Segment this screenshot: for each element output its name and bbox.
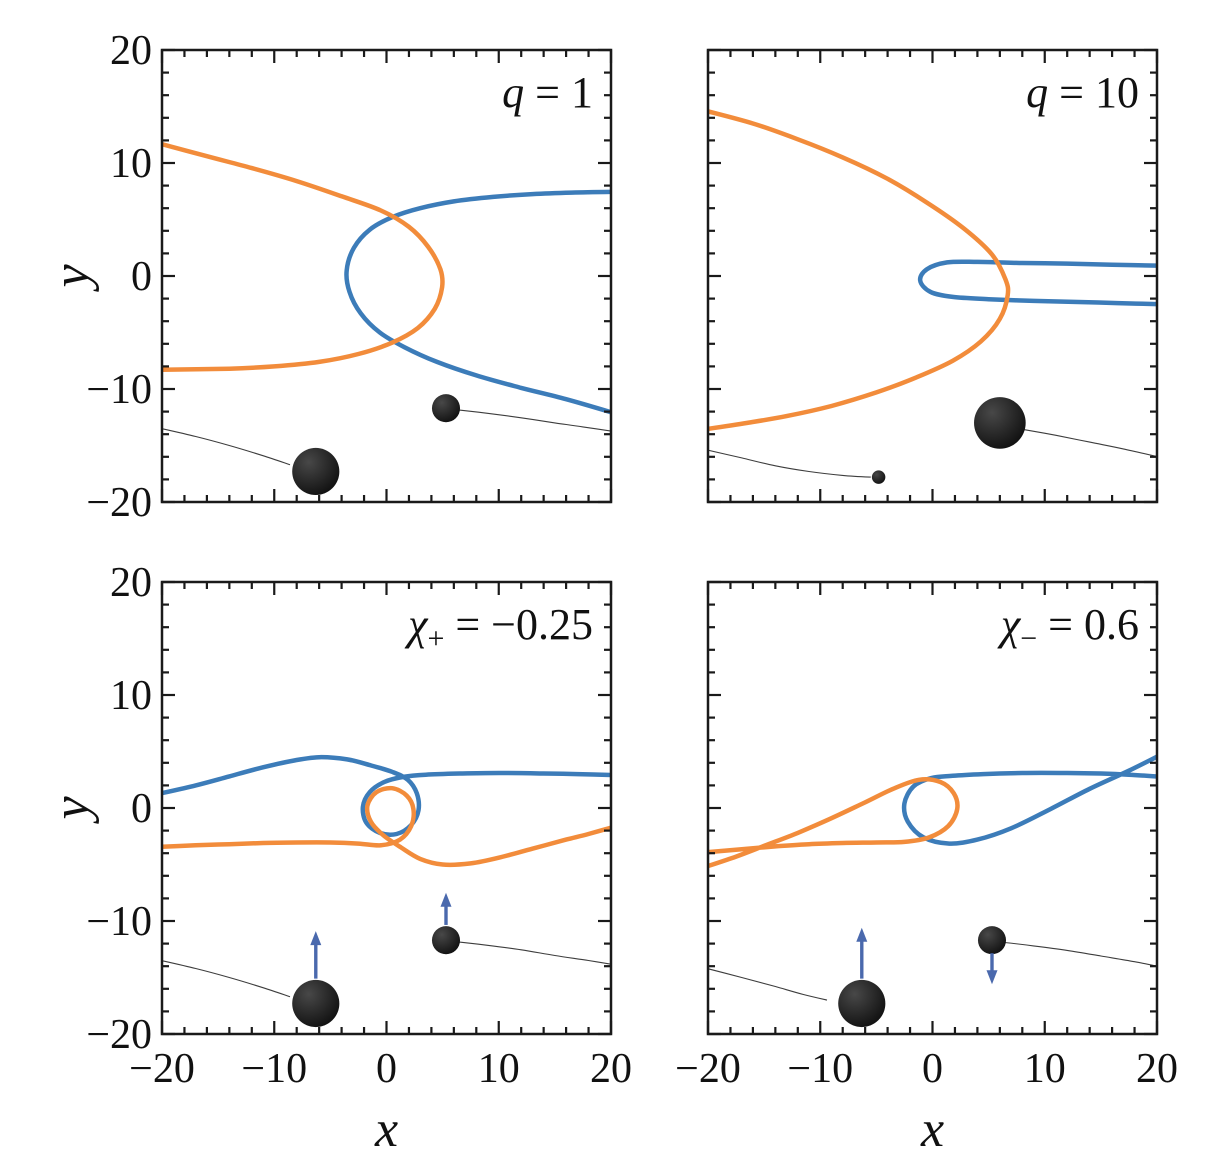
panel-label: χ− = 0.6: [997, 600, 1139, 655]
axis-ticks: [706, 580, 1159, 1036]
x-axis-label: x: [374, 1101, 398, 1156]
trajectory-secondary: [162, 785, 611, 868]
y-tick-label: −10: [86, 899, 152, 945]
x-tick-label: −10: [241, 1046, 307, 1092]
y-tick-label: 0: [131, 786, 152, 832]
trajectory-primary: [344, 189, 611, 415]
x-tick-label: −20: [129, 1046, 195, 1092]
black-hole: [974, 397, 1026, 449]
y-tick-label: −10: [86, 367, 152, 413]
plot-area-chi-plus: [162, 754, 611, 1028]
x-tick-label: 10: [478, 1046, 520, 1092]
panel-chi-minus: χ− = 0.6 −20 −10 0 10 20 x: [675, 580, 1178, 1156]
y-tick-label: 10: [110, 141, 152, 187]
inspiral-track: [162, 428, 291, 466]
panel-spines: [160, 48, 613, 504]
panel-chi-plus: χ+ = −0.25 20 10 0 −10 −20 y −20 −10 0 10 20 x: [43, 560, 632, 1156]
panel-q-1: q = 1 20 10 0 −10 −20 y: [43, 28, 613, 526]
axis-ticks: [160, 48, 613, 504]
y-axis-label: y: [43, 796, 100, 825]
y-tick-label: 20: [110, 28, 152, 74]
black-hole: [431, 926, 461, 955]
x-tick-label: 0: [922, 1046, 943, 1092]
black-hole: [977, 926, 1007, 955]
trajectory-primary: [917, 259, 1157, 307]
inspiral-track: [708, 449, 871, 478]
black-hole: [292, 979, 340, 1028]
y-tick-label: 0: [131, 254, 152, 300]
trajectory-secondary: [162, 141, 445, 372]
panel-spines: [706, 580, 1159, 1036]
trajectory-primary: [901, 754, 1157, 846]
y-axis-label: y: [43, 264, 100, 293]
x-tick-label: 0: [376, 1046, 397, 1092]
inspiral-track: [1004, 941, 1157, 967]
trajectory-secondary: [708, 109, 1011, 432]
panel-spines: [160, 580, 613, 1036]
spin-arrow: [856, 927, 868, 979]
trajectory-secondary: [708, 777, 960, 869]
x-tick-label: −10: [787, 1046, 853, 1092]
inspiral-track: [458, 409, 611, 432]
panel-spines: [706, 48, 1159, 504]
y-tick-label: 20: [110, 560, 152, 606]
panel-label: q = 10: [1026, 68, 1139, 117]
black-hole: [292, 447, 340, 496]
black-hole: [871, 470, 886, 484]
x-tick-label: 10: [1024, 1046, 1066, 1092]
panel-label: q = 1: [502, 68, 593, 117]
x-axis-label: x: [920, 1101, 944, 1156]
x-tick-label: 20: [1136, 1046, 1178, 1092]
trajectory-primary: [162, 754, 611, 837]
spin-arrow: [310, 931, 322, 979]
black-hole: [431, 394, 461, 423]
plot-area-q-10: [708, 109, 1157, 484]
x-tick-label: 20: [590, 1046, 632, 1092]
black-hole: [838, 979, 886, 1028]
plot-area-chi-minus: [708, 754, 1157, 1028]
y-tick-label: 10: [110, 673, 152, 719]
panel-q-10: q = 10: [706, 48, 1159, 504]
spin-arrow: [986, 953, 998, 985]
x-tick-label: −20: [675, 1046, 741, 1092]
y-tick-label: −20: [86, 480, 152, 526]
panel-label: χ+ = −0.25: [404, 600, 593, 655]
inspiral-track: [162, 960, 291, 998]
y-tick-label: −20: [86, 1012, 152, 1058]
axis-ticks: [160, 580, 613, 1036]
inspiral-track: [1024, 429, 1157, 458]
axis-ticks: [706, 48, 1159, 504]
inspiral-track: [708, 968, 828, 1001]
plot-area-q-1: [162, 141, 611, 496]
inspiral-track: [458, 941, 611, 965]
spin-arrow: [440, 892, 452, 925]
